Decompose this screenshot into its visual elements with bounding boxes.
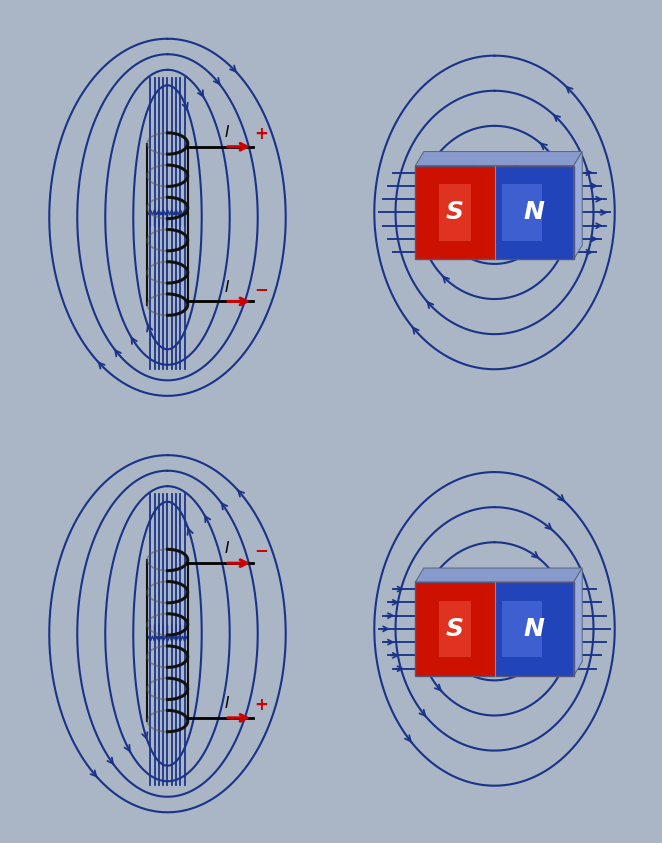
Bar bbox=[415, 582, 574, 676]
Text: I: I bbox=[225, 541, 230, 556]
Polygon shape bbox=[415, 568, 582, 582]
Bar bbox=[415, 582, 495, 676]
Polygon shape bbox=[574, 568, 582, 676]
Text: I: I bbox=[225, 280, 230, 295]
Text: −: − bbox=[255, 280, 269, 298]
Text: +: + bbox=[255, 125, 269, 143]
Text: S: S bbox=[446, 201, 464, 224]
Text: I: I bbox=[225, 696, 230, 711]
Text: −: − bbox=[255, 541, 269, 560]
Bar bbox=[415, 165, 574, 260]
Bar bbox=[495, 582, 574, 676]
Text: S: S bbox=[446, 617, 464, 641]
Text: I: I bbox=[225, 125, 230, 140]
Text: N: N bbox=[524, 617, 545, 641]
Bar bbox=[415, 165, 495, 260]
Bar bbox=[495, 165, 574, 260]
Bar bbox=[502, 601, 542, 657]
Bar bbox=[439, 185, 471, 240]
Text: +: + bbox=[255, 696, 269, 714]
Bar bbox=[439, 601, 471, 657]
Polygon shape bbox=[415, 152, 582, 165]
Bar bbox=[502, 185, 542, 240]
Text: N: N bbox=[524, 201, 545, 224]
Polygon shape bbox=[574, 152, 582, 260]
